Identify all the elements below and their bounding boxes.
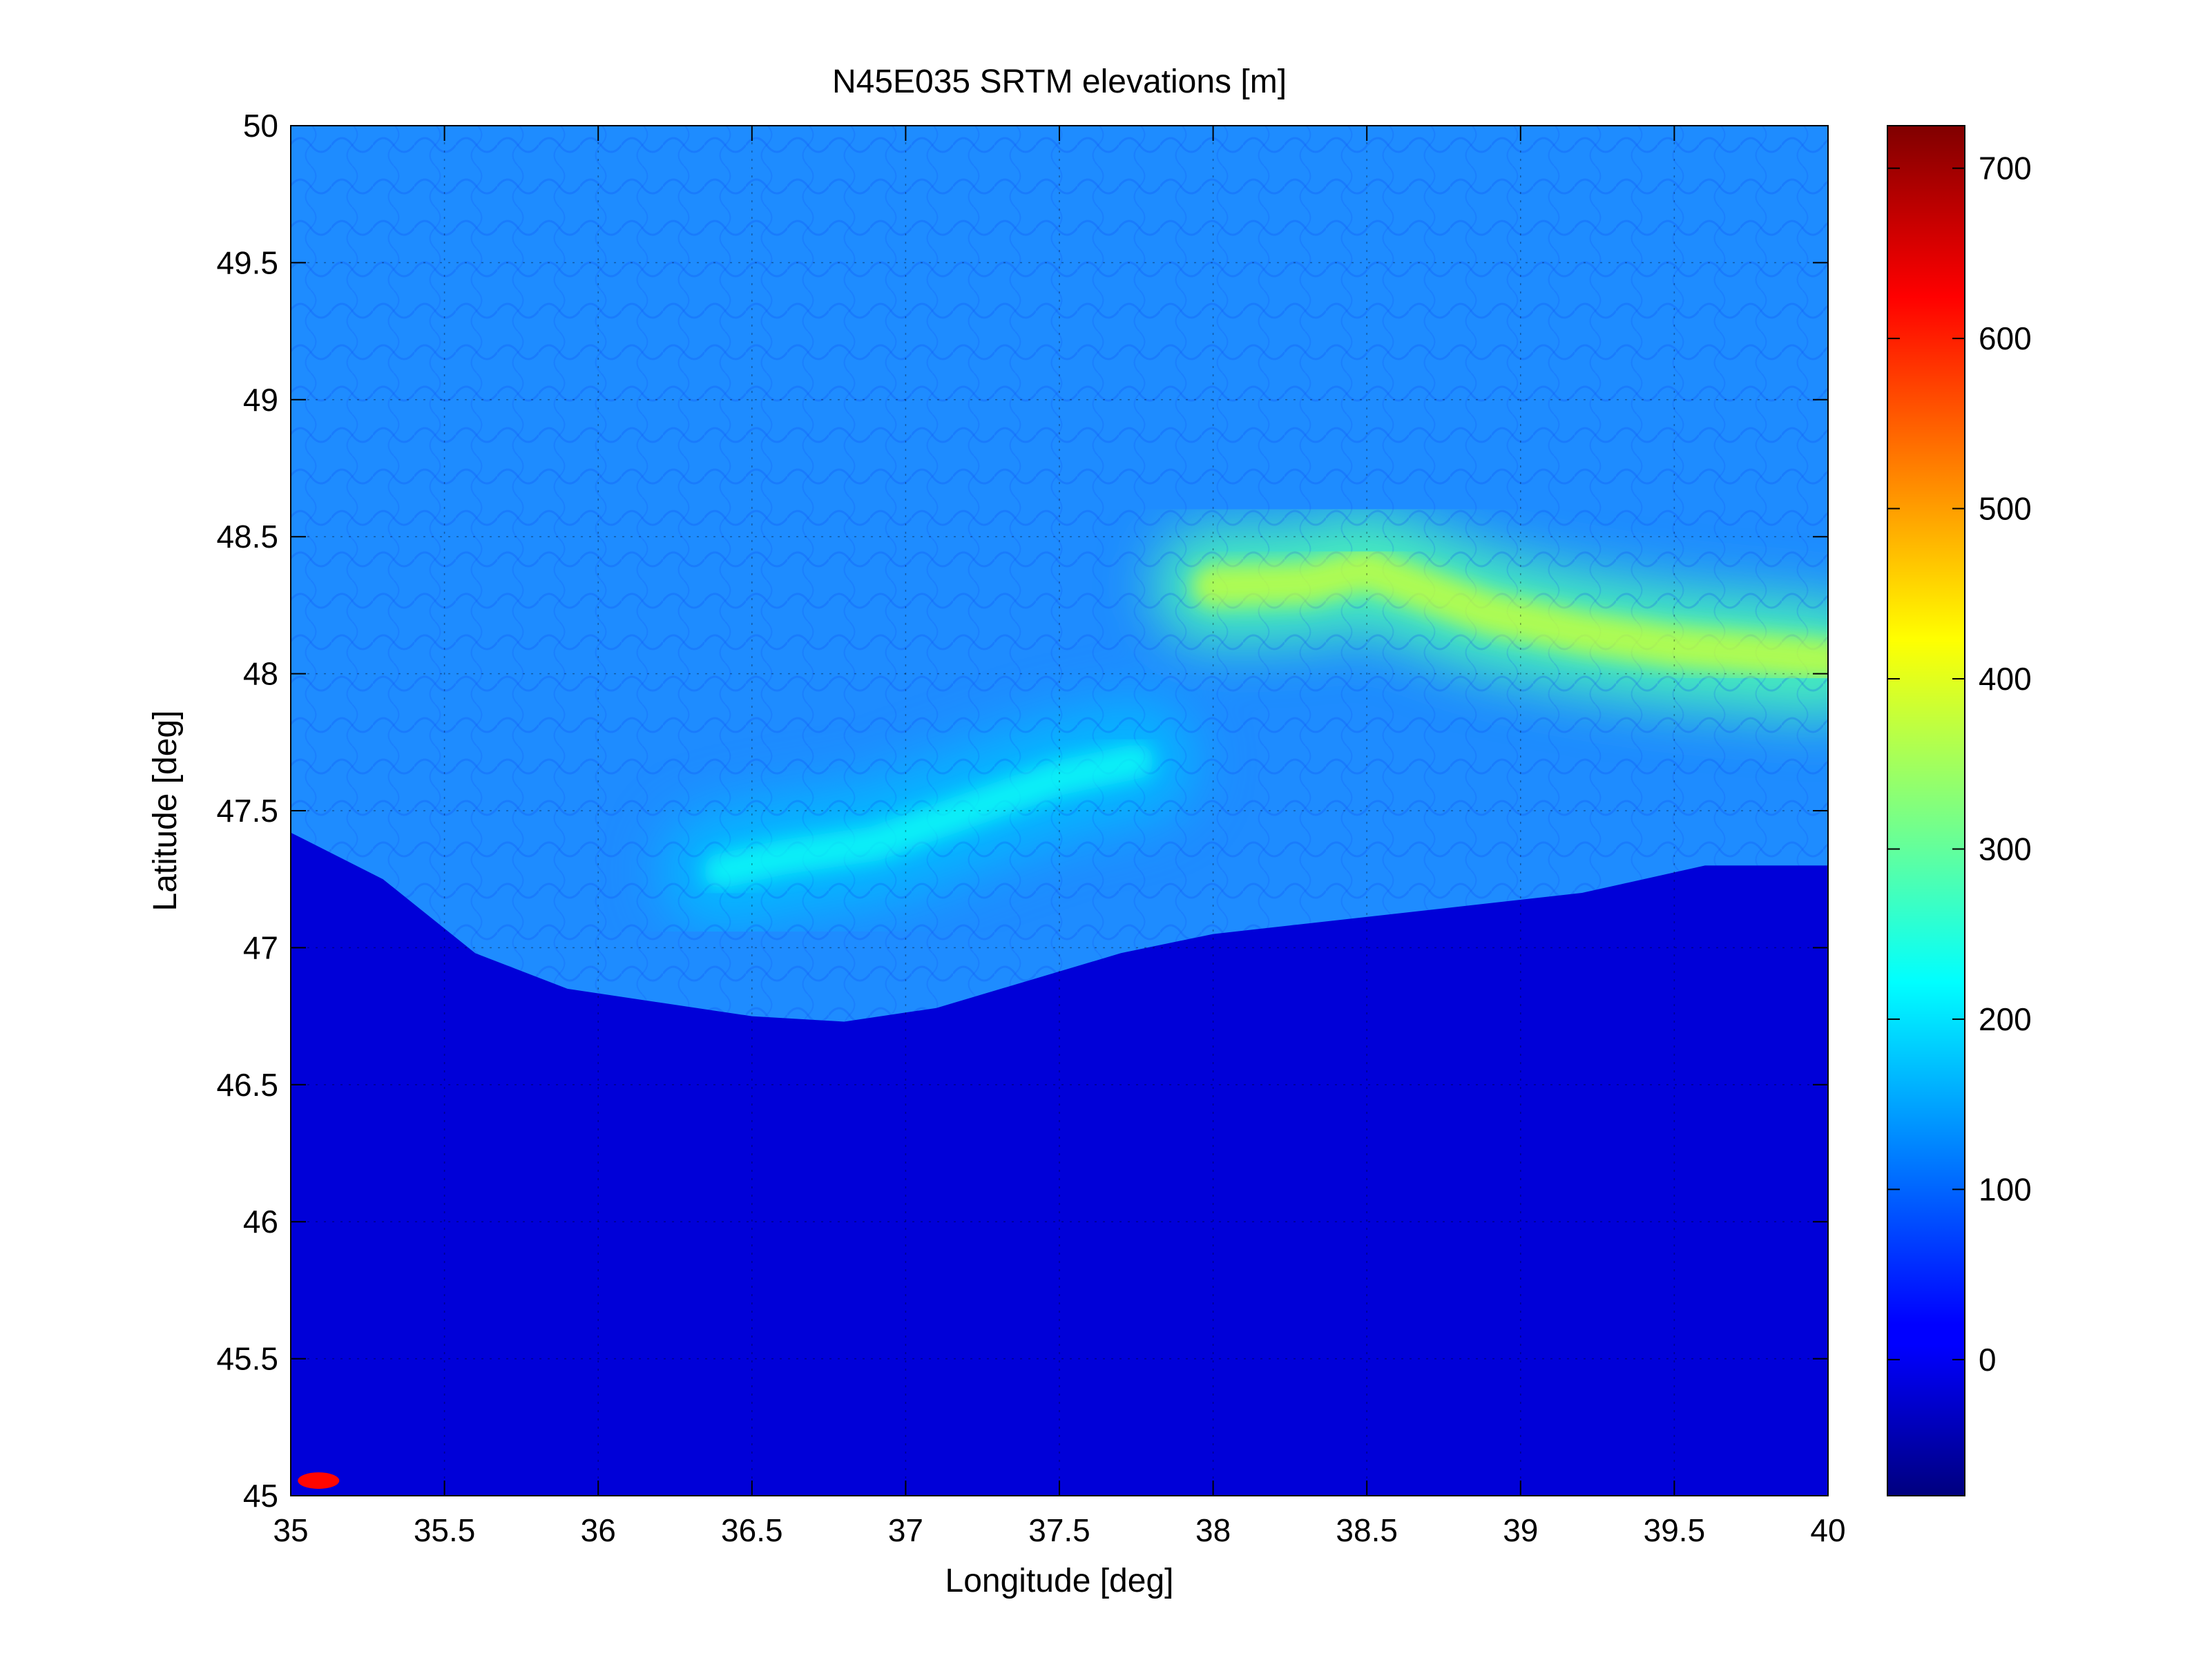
x-axis-label: Longitude [deg] xyxy=(945,1563,1174,1599)
colorbar-tick-label: 200 xyxy=(1979,1001,2032,1037)
x-tick-label: 38.5 xyxy=(1336,1512,1398,1548)
colorbar-tick-label: 700 xyxy=(1979,151,2032,186)
y-tick-label: 49 xyxy=(243,382,278,418)
y-tick-label: 47 xyxy=(243,929,278,965)
peak-marker xyxy=(298,1472,340,1490)
terrain-features xyxy=(298,548,1828,1490)
elevation-map xyxy=(291,126,1828,1496)
y-tick-label: 46 xyxy=(243,1204,278,1240)
x-tick-label: 38 xyxy=(1195,1512,1231,1548)
colorbar xyxy=(1887,125,1965,1496)
x-tick-label: 37 xyxy=(888,1512,923,1548)
y-axis-label: Latitude [deg] xyxy=(147,711,184,912)
x-tick-label: 37.5 xyxy=(1028,1512,1090,1548)
x-tick-label: 40 xyxy=(1810,1512,1845,1548)
highland xyxy=(704,744,1154,889)
colorbar-ticks: 0 100 200 300 400 500 600 700 xyxy=(1887,151,2032,1378)
x-axis: 35 35.5 36 36.5 37 37.5 38 38.5 39 39.5 40 xyxy=(273,126,1846,1548)
y-axis: 45 45.5 46 46.5 47 47.5 48 48.5 49 49.5 50 xyxy=(216,108,1828,1514)
colorbar-tick-label: 100 xyxy=(1979,1171,2032,1207)
x-tick-label: 36 xyxy=(581,1512,616,1548)
y-tick-label: 48.5 xyxy=(216,519,278,555)
y-tick-label: 49.5 xyxy=(216,244,278,280)
colorbar-tick-label: 600 xyxy=(1979,320,2032,356)
x-tick-label: 36.5 xyxy=(721,1512,783,1548)
x-tick-label: 39.5 xyxy=(1644,1512,1706,1548)
y-tick-label: 47.5 xyxy=(216,793,278,829)
y-tick-label: 50 xyxy=(243,108,278,144)
x-tick-label: 39 xyxy=(1503,1512,1538,1548)
y-tick-label: 45.5 xyxy=(216,1341,278,1377)
colorbar-tick-label: 400 xyxy=(1979,661,2032,697)
y-tick-label: 46.5 xyxy=(216,1067,278,1103)
y-tick-label: 48 xyxy=(243,656,278,692)
colorbar-tick-label: 300 xyxy=(1979,831,2032,867)
x-tick-label: 35.5 xyxy=(414,1512,476,1548)
colorbar-tick-label: 0 xyxy=(1979,1342,1997,1378)
x-tick-label: 35 xyxy=(273,1512,308,1548)
sea-area xyxy=(291,832,1828,1496)
high-ridge xyxy=(1192,548,1828,681)
colorbar-tick-label: 500 xyxy=(1979,491,2032,527)
chart-title: N45E035 SRTM elevations [m] xyxy=(832,64,1287,100)
y-tick-label: 45 xyxy=(243,1478,278,1514)
